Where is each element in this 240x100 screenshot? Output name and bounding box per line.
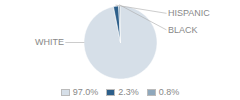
svg-text:HISPANIC: HISPANIC [168,8,210,18]
html-text:97.0%: 97.0% [72,87,99,97]
svg-text:WHITE: WHITE [35,37,64,47]
svg-text:BLACK: BLACK [168,25,198,35]
html-text:2.3%: 2.3% [118,87,139,97]
html-text:0.8%: 0.8% [158,87,180,97]
